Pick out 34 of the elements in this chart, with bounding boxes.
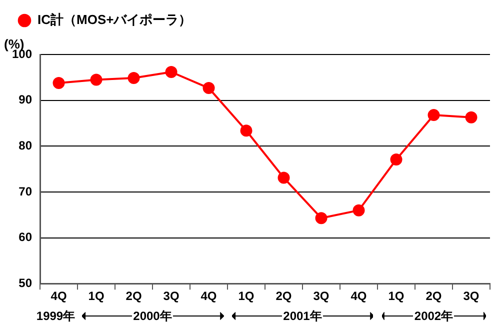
y-tick-label: 70 xyxy=(18,184,32,198)
x-tick-label: 4Q xyxy=(200,289,217,304)
text: 2002年 xyxy=(413,308,454,324)
point xyxy=(128,72,140,84)
point xyxy=(315,212,328,224)
point xyxy=(202,82,215,94)
point xyxy=(428,109,440,122)
x-tick-label: 2Q xyxy=(276,289,292,304)
point xyxy=(352,204,365,216)
y-tick-label: 50 xyxy=(18,276,32,290)
x-tick-label: 4Q xyxy=(50,289,67,304)
x-tick-label: 3Q xyxy=(163,289,180,304)
point xyxy=(278,172,290,184)
point xyxy=(240,124,252,137)
x-tick-label: 3Q xyxy=(313,289,330,304)
legend-label: IC計（MOS+バイポーラ） xyxy=(38,12,192,28)
text: 2001年 xyxy=(282,308,323,324)
x-tick-label: 1Q xyxy=(238,289,254,304)
point xyxy=(165,66,178,78)
x-tick-label: 3Q xyxy=(463,289,480,304)
point xyxy=(390,153,402,166)
point xyxy=(465,111,478,124)
x-tick-label: 4Q xyxy=(350,289,367,304)
point xyxy=(52,76,65,89)
point xyxy=(90,74,102,86)
y-tick-label: 90 xyxy=(18,92,32,107)
x-tick-label: 2Q xyxy=(426,289,442,304)
y-tick-label: 80 xyxy=(18,138,32,153)
text: 2000年 xyxy=(132,308,173,324)
text: 1999年 xyxy=(35,308,76,324)
x-tick-label: 1Q xyxy=(88,289,104,304)
y-tick-label: 60 xyxy=(18,230,32,244)
x-tick-label: 1Q xyxy=(388,289,404,304)
x-tick-label: 2Q xyxy=(126,289,142,304)
